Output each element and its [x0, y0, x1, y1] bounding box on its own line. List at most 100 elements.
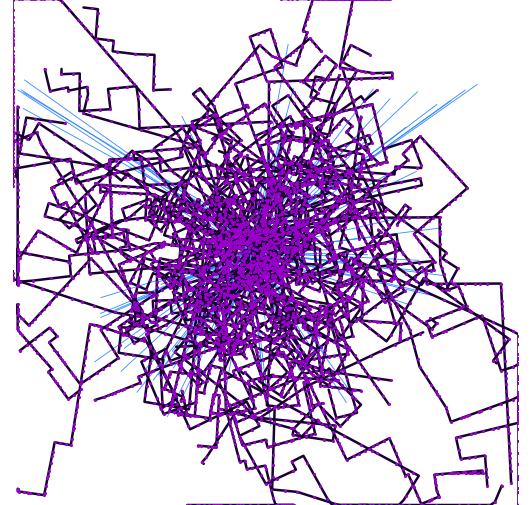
Point: [411, 183, 419, 191]
Point: [375, 75, 383, 83]
Point: [226, 260, 234, 268]
Point: [328, 164, 336, 172]
Point: [198, 459, 206, 467]
Point: [294, 240, 303, 248]
Point: [87, 245, 95, 254]
Point: [156, 240, 165, 248]
Point: [100, 393, 108, 401]
Point: [235, 331, 244, 339]
Point: [459, 302, 468, 310]
Point: [289, 187, 298, 195]
Point: [364, 372, 373, 380]
Point: [219, 293, 228, 301]
Point: [203, 295, 212, 304]
Point: [170, 266, 179, 274]
Point: [48, 159, 57, 167]
Point: [312, 212, 320, 220]
Point: [310, 81, 318, 89]
Point: [269, 239, 277, 247]
Point: [154, 204, 162, 212]
Point: [289, 312, 297, 320]
Point: [245, 244, 253, 252]
Point: [144, 289, 153, 297]
Point: [150, 61, 158, 69]
Point: [271, 195, 280, 203]
Point: [219, 333, 227, 341]
Point: [239, 115, 247, 123]
Point: [279, 293, 288, 301]
Point: [192, 299, 201, 307]
Point: [8, 119, 17, 127]
Point: [170, 225, 178, 233]
Point: [11, 165, 20, 173]
Point: [363, 205, 372, 213]
Point: [361, 447, 369, 455]
Point: [314, 228, 322, 236]
Point: [255, 295, 264, 303]
Point: [224, 267, 233, 275]
Point: [98, 44, 106, 53]
Point: [331, 171, 339, 179]
Point: [324, 321, 332, 329]
Point: [194, 365, 202, 373]
Point: [33, 349, 42, 357]
Point: [270, 337, 278, 345]
Point: [246, 300, 254, 309]
Point: [388, 74, 397, 82]
Point: [161, 181, 169, 189]
Point: [321, 224, 329, 232]
Point: [203, 264, 211, 272]
Point: [342, 342, 350, 350]
Point: [301, 118, 309, 126]
Point: [312, 131, 321, 139]
Point: [329, 308, 337, 316]
Point: [319, 356, 328, 364]
Point: [328, 204, 337, 212]
Point: [223, 339, 232, 347]
Point: [164, 276, 172, 284]
Point: [262, 196, 271, 205]
Point: [279, 228, 288, 236]
Point: [84, 241, 93, 249]
Point: [269, 450, 278, 459]
Point: [314, 141, 322, 149]
Point: [109, 171, 118, 179]
Point: [292, 221, 301, 229]
Point: [310, 304, 318, 312]
Point: [244, 335, 253, 343]
Point: [132, 245, 141, 253]
Point: [201, 290, 209, 298]
Point: [251, 73, 260, 81]
Point: [135, 199, 144, 207]
Point: [255, 259, 263, 267]
Point: [189, 207, 198, 215]
Point: [230, 349, 238, 357]
Point: [275, 306, 283, 314]
Point: [202, 198, 210, 206]
Point: [183, 232, 192, 240]
Point: [261, 285, 269, 293]
Point: [184, 422, 193, 430]
Point: [266, 233, 275, 241]
Point: [178, 272, 186, 280]
Point: [8, 146, 17, 154]
Point: [222, 338, 231, 346]
Point: [18, 316, 27, 324]
Point: [205, 263, 213, 271]
Point: [287, 365, 296, 373]
Point: [300, 158, 309, 166]
Point: [227, 238, 235, 246]
Point: [393, 237, 401, 245]
Point: [258, 229, 267, 237]
Point: [293, 160, 302, 168]
Point: [291, 226, 299, 234]
Point: [233, 337, 241, 345]
Point: [246, 142, 254, 150]
Point: [407, 333, 416, 341]
Point: [280, 270, 289, 278]
Point: [144, 211, 153, 219]
Point: [353, 150, 362, 158]
Point: [286, 135, 294, 143]
Point: [202, 114, 211, 122]
Point: [290, 501, 298, 505]
